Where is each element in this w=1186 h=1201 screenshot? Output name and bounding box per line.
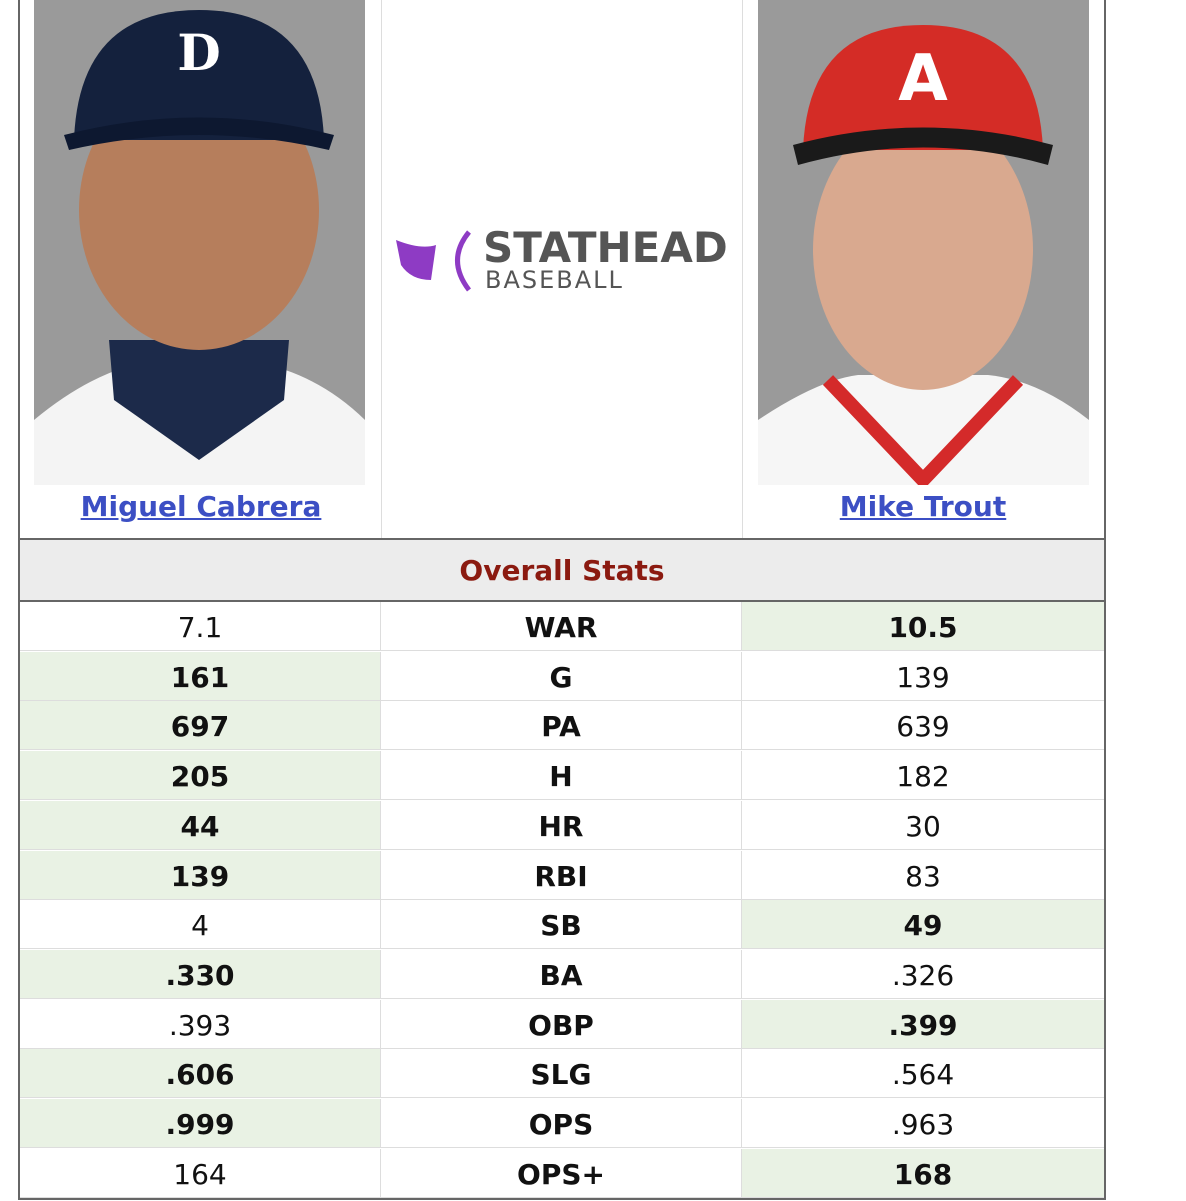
stat-label: H bbox=[381, 751, 742, 801]
stat-value: 10.5 bbox=[742, 602, 1104, 651]
section-title: Overall Stats bbox=[20, 538, 1104, 602]
stat-value: 7.1 bbox=[20, 602, 381, 651]
comparison-table: D Miguel Cabrera STATHEAD BASEBALL A Mik… bbox=[18, 0, 1106, 1200]
stat-label: OBP bbox=[381, 999, 742, 1049]
player-name-link[interactable]: Miguel Cabrera bbox=[80, 490, 322, 523]
player-column: D Miguel Cabrera bbox=[20, 0, 382, 538]
stat-value: 697 bbox=[20, 701, 381, 751]
stat-label: G bbox=[381, 651, 742, 701]
stat-label: WAR bbox=[381, 602, 742, 651]
stat-value: 49 bbox=[742, 900, 1104, 950]
stat-value: 4 bbox=[20, 900, 381, 950]
stat-value: 205 bbox=[20, 751, 381, 801]
stat-value: .606 bbox=[20, 1049, 381, 1099]
svg-text:A: A bbox=[898, 42, 948, 116]
svg-text:D: D bbox=[177, 23, 220, 82]
player-name-link[interactable]: Mike Trout bbox=[839, 490, 1007, 523]
stat-value: .564 bbox=[742, 1049, 1104, 1099]
player-column: A Mike Trout bbox=[742, 0, 1104, 538]
logo-subtitle: BASEBALL bbox=[485, 266, 624, 294]
stat-value: 164 bbox=[20, 1148, 381, 1198]
stat-value: 161 bbox=[20, 651, 381, 701]
logo-column: STATHEAD BASEBALL bbox=[381, 0, 743, 538]
stat-label: HR bbox=[381, 800, 742, 850]
stat-value: .330 bbox=[20, 949, 381, 999]
stat-label: OPS bbox=[381, 1099, 742, 1148]
stat-value: .399 bbox=[742, 999, 1104, 1049]
stat-value: 139 bbox=[20, 850, 381, 900]
player-photo: D bbox=[34, 0, 365, 485]
stat-value: 139 bbox=[742, 652, 1104, 701]
stat-label: SLG bbox=[381, 1049, 742, 1099]
stat-value: 168 bbox=[742, 1148, 1104, 1198]
logo-title: STATHEAD bbox=[483, 223, 728, 272]
stat-value: .393 bbox=[20, 999, 381, 1049]
stat-value: 83 bbox=[742, 851, 1104, 900]
stat-label: BA bbox=[381, 949, 742, 999]
stat-label: PA bbox=[381, 701, 742, 751]
stat-label: OPS+ bbox=[381, 1148, 742, 1198]
stathead-logo: STATHEAD BASEBALL bbox=[396, 223, 728, 294]
stat-value: .963 bbox=[742, 1099, 1104, 1148]
stat-value: .999 bbox=[20, 1099, 381, 1148]
stat-label: RBI bbox=[381, 850, 742, 900]
stat-value: .326 bbox=[742, 950, 1104, 999]
stat-value: 639 bbox=[742, 701, 1104, 751]
stat-value: 44 bbox=[20, 800, 381, 850]
player-photo: A bbox=[758, 0, 1089, 485]
stat-value: 30 bbox=[742, 801, 1104, 850]
stat-label: SB bbox=[381, 900, 742, 950]
stat-value: 182 bbox=[742, 751, 1104, 801]
